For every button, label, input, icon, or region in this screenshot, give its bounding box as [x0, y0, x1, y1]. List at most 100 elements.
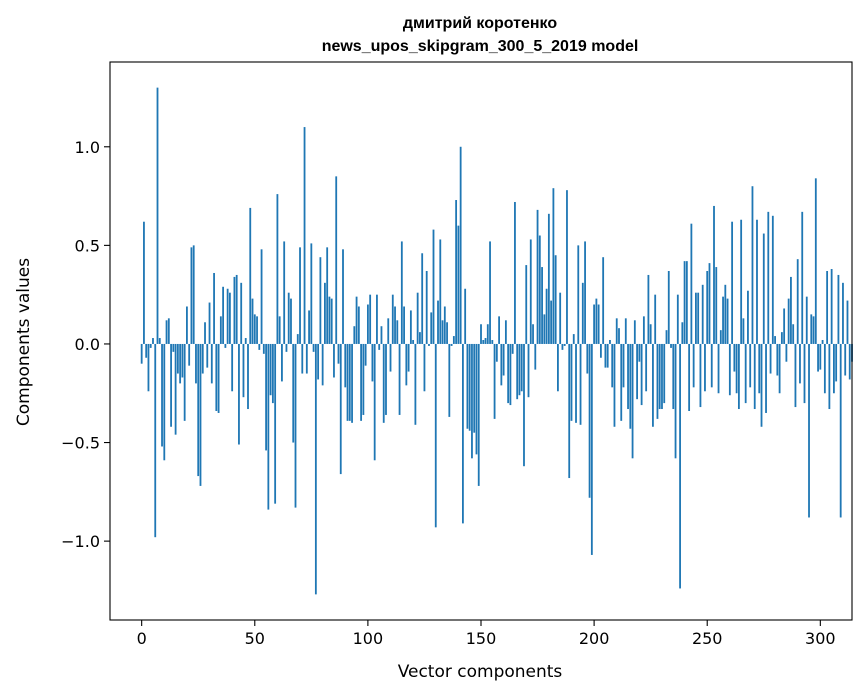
bar [330, 298, 333, 344]
y-axis-ticks: −1.0 −0.5 0.0 0.5 1.0 [61, 138, 110, 551]
x-tick-label: 150 [466, 629, 497, 648]
y-tick-label: −0.5 [61, 434, 100, 453]
bar [228, 292, 231, 344]
bar [640, 343, 643, 406]
bar [814, 178, 817, 344]
bar [731, 221, 734, 344]
x-tick-label: 0 [137, 629, 147, 648]
bar [837, 274, 840, 344]
bar [715, 267, 718, 344]
bar [267, 343, 270, 510]
bar [753, 343, 756, 410]
bar [717, 343, 720, 394]
bar [167, 318, 170, 344]
bar [161, 343, 163, 447]
bar [260, 249, 263, 344]
bar [373, 343, 376, 461]
bar [538, 235, 541, 344]
y-tick-label: −1.0 [61, 532, 100, 551]
bar [577, 245, 580, 344]
bar [516, 343, 519, 400]
bars-group [140, 87, 853, 595]
bar [344, 343, 347, 388]
bar [647, 274, 650, 344]
bar [758, 343, 761, 394]
bar [654, 294, 657, 344]
bar [504, 320, 507, 344]
bar [545, 288, 548, 344]
bar [403, 306, 405, 344]
bar [835, 343, 838, 382]
bar [679, 343, 681, 589]
bar [609, 340, 611, 344]
bar [749, 343, 752, 388]
bar [595, 298, 598, 344]
plot-area-frame [109, 61, 853, 621]
bar [242, 343, 245, 398]
bar [579, 343, 582, 425]
bar [801, 211, 804, 344]
bar [319, 257, 322, 344]
bar [256, 316, 258, 344]
bar [636, 343, 638, 400]
bar [333, 343, 335, 378]
bar [353, 326, 356, 344]
bar [385, 343, 387, 415]
bar [697, 292, 700, 344]
bar [649, 324, 652, 344]
bar [398, 343, 401, 415]
bar [604, 343, 607, 368]
bar [450, 343, 453, 346]
bar [523, 343, 525, 467]
bar [206, 343, 209, 368]
bar [692, 343, 695, 388]
bar [339, 343, 342, 475]
bar [624, 318, 627, 344]
bar [780, 332, 783, 344]
bar [627, 343, 629, 410]
bar [543, 314, 546, 344]
bar [828, 343, 831, 410]
x-tick-label: 50 [245, 629, 265, 648]
bar [190, 247, 193, 344]
bar [165, 320, 168, 344]
bar [489, 241, 491, 344]
bar [217, 343, 220, 413]
bar [208, 302, 211, 344]
bar [484, 338, 487, 344]
bar [631, 343, 634, 459]
bar [292, 343, 295, 443]
bar [613, 343, 616, 427]
bar [737, 343, 740, 410]
bar [767, 211, 770, 344]
bar [554, 255, 557, 344]
bar [708, 263, 711, 344]
bar [762, 233, 765, 344]
bar [378, 343, 381, 350]
bar [437, 300, 439, 344]
bar [324, 282, 326, 344]
bar [357, 306, 360, 344]
bar [785, 343, 788, 362]
bar [274, 343, 277, 504]
bar [473, 343, 476, 433]
bar [812, 316, 815, 344]
bar [667, 271, 670, 344]
bar [360, 343, 363, 421]
x-axis-ticks: 0 50 100 150 200 250 300 [137, 620, 836, 648]
y-axis-label: Components values [14, 258, 34, 426]
bar [412, 340, 415, 344]
bar [735, 343, 738, 394]
bar [690, 223, 693, 344]
bar [231, 343, 234, 392]
bar [197, 343, 200, 477]
bar [213, 272, 215, 344]
bar [247, 343, 249, 410]
bar [769, 343, 772, 374]
bar [376, 294, 378, 344]
bar [201, 343, 204, 374]
bar [776, 343, 779, 376]
bar [152, 338, 154, 344]
bar [846, 300, 849, 344]
